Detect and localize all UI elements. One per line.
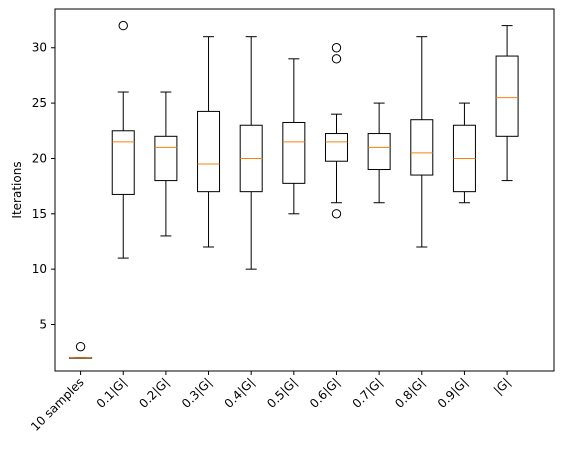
outlier-1-0 xyxy=(118,20,128,31)
box-body-2 xyxy=(154,135,178,182)
plot-frame xyxy=(54,8,555,372)
box-2 xyxy=(154,91,178,237)
y-tick-label-3: 20 xyxy=(32,151,47,165)
box-body-6 xyxy=(324,133,348,162)
box-7 xyxy=(367,102,391,204)
plot-layer xyxy=(69,20,519,359)
y-axis: 5 10 15 20 25 30 xyxy=(32,41,55,332)
y-tick-label-5: 30 xyxy=(32,41,47,55)
box-1 xyxy=(111,20,135,259)
box-4 xyxy=(239,36,263,270)
outlier-0-0 xyxy=(75,341,86,352)
box-9 xyxy=(452,102,476,204)
y-tick-label-4: 25 xyxy=(32,96,47,110)
box-8 xyxy=(410,36,434,248)
box-body-7 xyxy=(367,133,391,171)
box-body-3 xyxy=(197,110,221,193)
y-tick-label-1: 10 xyxy=(32,262,47,276)
y-tick-label-2: 15 xyxy=(32,207,47,221)
box-body-1 xyxy=(111,130,135,195)
outlier-6-0 xyxy=(331,209,342,219)
outlier-6-1 xyxy=(331,54,342,64)
y-tick-label-0: 5 xyxy=(39,318,47,332)
box-6 xyxy=(324,43,348,219)
box-3 xyxy=(197,36,221,248)
box-0 xyxy=(69,341,93,359)
outlier-6-2 xyxy=(331,43,342,53)
box-body-5 xyxy=(282,121,306,184)
box-5 xyxy=(282,58,306,215)
box-10 xyxy=(495,25,519,182)
y-axis-label: Iterations xyxy=(10,161,24,218)
box-body-8 xyxy=(410,119,434,176)
box-body-10 xyxy=(495,55,519,137)
